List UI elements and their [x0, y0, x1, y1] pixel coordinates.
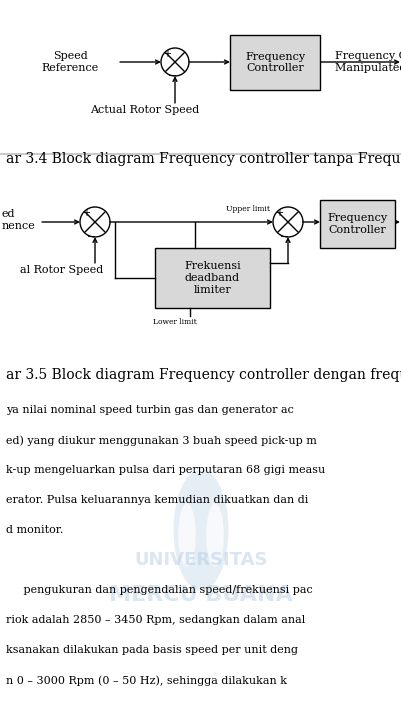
Text: −: − [167, 71, 176, 81]
Text: d monitor.: d monitor. [6, 525, 63, 535]
Text: ar 3.4 Block diagram Frequency controller tanpa Frequ: ar 3.4 Block diagram Frequency controlle… [6, 152, 399, 166]
Text: +: + [274, 208, 282, 218]
Text: +: + [162, 49, 170, 59]
Text: ya nilai nominal speed turbin gas dan generator ac: ya nilai nominal speed turbin gas dan ge… [6, 405, 293, 415]
Text: riok adalah 2850 – 3450 Rpm, sedangkan dalam anal: riok adalah 2850 – 3450 Rpm, sedangkan d… [6, 615, 304, 625]
Text: ar 3.5 Block diagram Frequency controller dengan frequ: ar 3.5 Block diagram Frequency controlle… [6, 368, 401, 382]
Text: −: − [279, 232, 289, 242]
Text: ksanakan dilakukan pada basis speed per unit deng: ksanakan dilakukan pada basis speed per … [6, 645, 297, 655]
Text: Actual Rotor Speed: Actual Rotor Speed [90, 105, 199, 115]
Text: Frequency
Controller: Frequency Controller [327, 213, 387, 235]
Text: UNIVERSITAS: UNIVERSITAS [134, 551, 267, 569]
Text: MERCU BUANA: MERCU BUANA [109, 585, 292, 605]
Text: −: − [87, 232, 97, 242]
Text: erator. Pulsa keluarannya kemudian dikuatkan dan di: erator. Pulsa keluarannya kemudian dikua… [6, 495, 308, 505]
Text: pengukuran dan pengendalian speed/frekuensi pac: pengukuran dan pengendalian speed/frekue… [6, 585, 312, 595]
Ellipse shape [173, 470, 228, 590]
Ellipse shape [178, 504, 195, 566]
Text: k-up mengeluarkan pulsa dari perputaran 68 gigi measu: k-up mengeluarkan pulsa dari perputaran … [6, 465, 324, 475]
Bar [319, 200, 394, 248]
Text: Upper limit: Upper limit [225, 205, 269, 213]
Bar [229, 35, 319, 90]
Text: al Rotor Speed: al Rotor Speed [20, 265, 103, 275]
Text: Speed
Reference: Speed Reference [41, 51, 98, 73]
Text: Lower limit: Lower limit [153, 318, 196, 326]
Ellipse shape [206, 504, 223, 566]
Text: ed
nence: ed nence [2, 209, 36, 230]
Text: Frekuensi
deadband
limiter: Frekuensi deadband limiter [184, 262, 240, 294]
Bar [155, 248, 269, 308]
Text: Frequency
Controller: Frequency Controller [244, 52, 304, 73]
Text: ed) yang diukur menggunakan 3 buah speed pick-up m: ed) yang diukur menggunakan 3 buah speed… [6, 435, 316, 446]
Text: +: + [82, 208, 90, 218]
Text: n 0 – 3000 Rpm (0 – 50 Hz), sehingga dilakukan k: n 0 – 3000 Rpm (0 – 50 Hz), sehingga dil… [6, 675, 286, 686]
Text: Frequency Contr
Manipulated Var: Frequency Contr Manipulated Var [334, 51, 401, 73]
